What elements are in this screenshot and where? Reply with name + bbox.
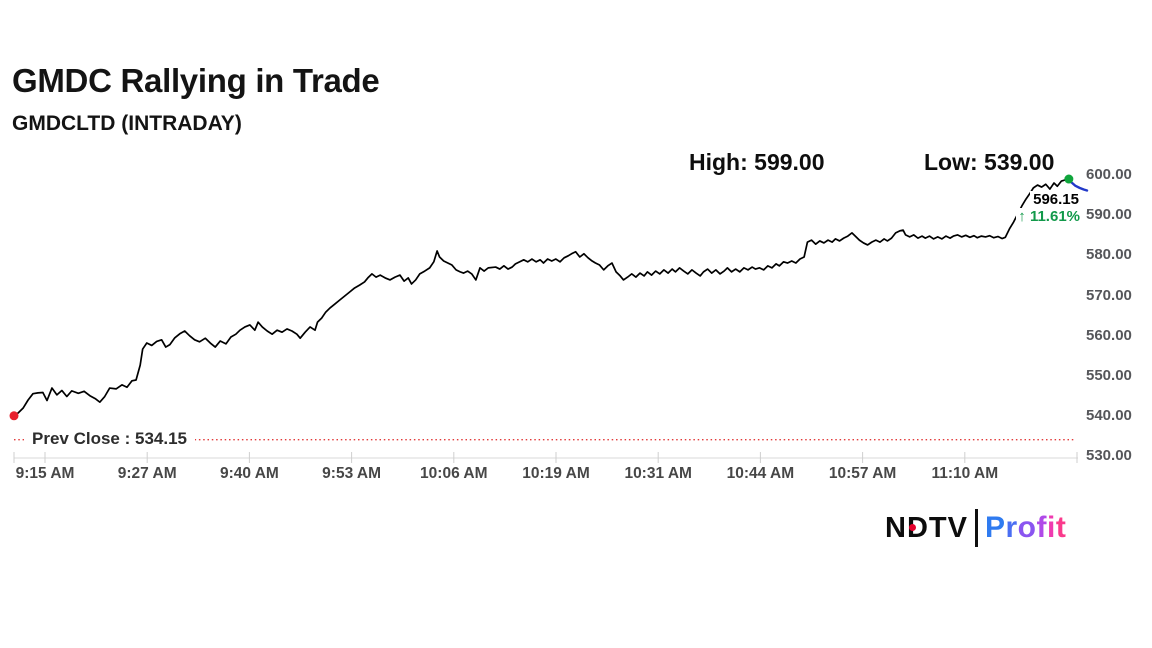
x-tick-label: 10:31 AM [624, 465, 692, 482]
y-tick-label: 530.00 [1086, 447, 1132, 465]
x-tick-label: 9:27 AM [117, 465, 177, 482]
low-value-label: Low: 539.00 [924, 149, 1055, 175]
x-tick-label: 10:57 AM [828, 465, 897, 482]
profit-letter: o [1017, 511, 1037, 544]
y-tick-label: 540.00 [1086, 407, 1132, 425]
prev-close-label: Prev Close : 534.15 [24, 429, 195, 449]
ndtv-profit-logo: NDTV Profit [885, 506, 1066, 550]
profit-letter: i [1046, 511, 1056, 544]
x-tick-label: 10:44 AM [726, 465, 795, 482]
logo-divider [974, 509, 978, 547]
change-percent-label: ↑ 11.61% [1016, 208, 1082, 225]
chart-subtitle: GMDCLTD (INTRADAY) [12, 112, 242, 135]
last-price-label: 596.15 [1030, 191, 1082, 208]
y-tick-label: 590.00 [1086, 206, 1132, 224]
ndtv-logo-text: NDTV [885, 512, 968, 544]
x-tick-label: 9:40 AM [219, 465, 279, 482]
profit-logo-text: Profit [985, 506, 1066, 550]
y-tick-label: 580.00 [1086, 246, 1132, 264]
y-tick-label: 560.00 [1086, 326, 1132, 344]
profit-letter: P [984, 511, 1006, 544]
ndtv-red-dot-icon [909, 524, 916, 531]
x-tick-label: 10:06 AM [420, 465, 488, 482]
page-title: GMDC Rallying in Trade [12, 62, 380, 99]
open-price-dot [9, 411, 19, 421]
price-line [13, 178, 1070, 417]
profit-letter: r [1005, 511, 1018, 544]
profit-letter: t [1055, 511, 1067, 544]
x-tick-label: 10:19 AM [522, 465, 590, 482]
profit-letter: f [1036, 511, 1047, 544]
y-tick-label: 600.00 [1086, 166, 1132, 183]
x-tick-label: 11:10 AM [931, 465, 999, 482]
up-arrow-icon: ↑ [1018, 208, 1026, 225]
high-price-dot [1064, 174, 1074, 184]
y-tick-label: 570.00 [1086, 286, 1132, 304]
x-tick-label: 9:15 AM [15, 465, 75, 482]
change-percent-value: 11.61% [1029, 208, 1080, 225]
x-tick-label: 9:53 AM [322, 465, 382, 482]
high-value-label: High: 599.00 [689, 149, 825, 175]
y-tick-label: 550.00 [1086, 367, 1132, 384]
